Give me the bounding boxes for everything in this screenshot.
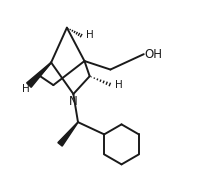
Text: OH: OH <box>145 48 163 61</box>
Text: H: H <box>22 84 29 94</box>
Text: H: H <box>115 80 122 90</box>
Polygon shape <box>27 62 51 87</box>
Text: N: N <box>69 95 78 108</box>
Text: H: H <box>85 30 93 40</box>
Polygon shape <box>58 122 78 146</box>
